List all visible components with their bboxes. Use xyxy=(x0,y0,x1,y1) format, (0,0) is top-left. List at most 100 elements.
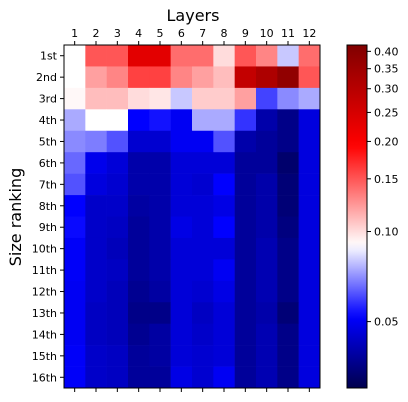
heatmap-cell xyxy=(128,259,150,282)
heatmap-frame xyxy=(63,44,321,389)
heatmap-cell xyxy=(64,237,86,260)
heatmap-cell xyxy=(85,109,107,132)
heatmap-cell xyxy=(298,109,321,132)
heatmap-cell xyxy=(298,130,321,153)
heatmap-cell xyxy=(234,87,257,110)
heatmap-cell xyxy=(256,237,278,260)
heatmap-cell xyxy=(234,45,257,67)
heatmap-cell xyxy=(277,195,299,217)
heatmap-cell xyxy=(64,152,86,174)
heatmap-cell xyxy=(234,216,257,239)
heatmap-cell xyxy=(128,66,150,89)
y-tick-label: 2nd xyxy=(36,71,57,84)
heatmap-cell xyxy=(277,216,299,239)
heatmap-cell xyxy=(128,216,150,239)
heatmap-cell xyxy=(277,87,299,110)
heatmap-cell xyxy=(298,323,321,346)
heatmap-cell xyxy=(64,323,86,346)
heatmap-cell xyxy=(170,323,193,346)
heatmap-cell xyxy=(128,280,150,303)
heatmap-cell xyxy=(149,366,171,389)
heatmap-cell xyxy=(85,66,107,89)
y-tick-label: 13th xyxy=(32,307,57,320)
y-tick-label: 6th xyxy=(39,157,57,170)
heatmap-cell xyxy=(128,109,150,132)
heatmap-cell xyxy=(85,237,107,260)
heatmap-cell xyxy=(192,237,214,260)
y-tick-label: 4th xyxy=(39,114,57,127)
y-axis-title: Size ranking xyxy=(6,168,25,266)
heatmap-cell xyxy=(213,87,235,110)
heatmap-cell xyxy=(213,345,235,367)
heatmap-cell xyxy=(85,130,107,153)
x-tick-label: 9 xyxy=(242,27,249,40)
x-axis-title: Layers xyxy=(167,6,220,25)
heatmap-cell xyxy=(277,237,299,260)
heatmap-cell xyxy=(234,366,257,389)
heatmap-cell xyxy=(256,195,278,217)
heatmap-cell xyxy=(85,173,107,196)
heatmap-cell xyxy=(192,66,214,89)
heatmap-cell xyxy=(106,66,129,89)
heatmap-cell xyxy=(192,130,214,153)
x-tick-label: 2 xyxy=(93,27,100,40)
heatmap-cell xyxy=(149,66,171,89)
heatmap-cell xyxy=(128,87,150,110)
heatmap-cell xyxy=(277,66,299,89)
y-tick-label: 10th xyxy=(32,243,57,256)
heatmap-cell xyxy=(192,323,214,346)
heatmap-cell xyxy=(170,87,193,110)
heatmap-cell xyxy=(256,66,278,89)
colorbar-tick-label: 0.20 xyxy=(374,135,399,148)
heatmap-cell xyxy=(234,109,257,132)
heatmap-cell xyxy=(106,280,129,303)
y-tick-label: 16th xyxy=(32,371,57,384)
heatmap-cell xyxy=(234,195,257,217)
colorbar: 0.05 0.10 0.15 0.20 0.25 0.30 0.35 0.40 xyxy=(346,44,399,389)
heatmap-cell xyxy=(170,237,193,260)
heatmap-cell xyxy=(234,323,257,346)
heatmap-cell xyxy=(192,259,214,282)
heatmap-cell xyxy=(170,302,193,324)
y-tick-label: 7th xyxy=(39,178,57,191)
heatmap-cell xyxy=(213,195,235,217)
heatmap-cell xyxy=(85,152,107,174)
heatmap-cell xyxy=(277,302,299,324)
heatmap-cell xyxy=(128,323,150,346)
y-tick-label: 15th xyxy=(32,350,57,363)
heatmap-cell xyxy=(298,345,321,367)
heatmap-cell xyxy=(128,195,150,217)
heatmap-cell xyxy=(106,130,129,153)
y-tick-label: 14th xyxy=(32,328,57,341)
heatmap-cell xyxy=(149,259,171,282)
heatmap-cell xyxy=(213,45,235,67)
heatmap-cell xyxy=(234,173,257,196)
heatmap-cell xyxy=(149,302,171,324)
colorbar-gradient xyxy=(346,44,368,389)
heatmap-cell xyxy=(298,366,321,389)
heatmap-cell xyxy=(64,66,86,89)
heatmap-cell xyxy=(64,366,86,389)
heatmap-cell xyxy=(213,216,235,239)
heatmap-cell xyxy=(128,173,150,196)
colorbar-tick-label: 0.15 xyxy=(374,173,399,186)
heatmap-cell xyxy=(106,323,129,346)
heatmap-cell xyxy=(298,259,321,282)
heatmap-cell xyxy=(192,216,214,239)
heatmap-cell xyxy=(298,66,321,89)
heatmap-cell xyxy=(256,280,278,303)
heatmap-cell xyxy=(192,87,214,110)
heatmap-cell xyxy=(213,302,235,324)
heatmap-cell xyxy=(277,173,299,196)
heatmap-cell xyxy=(149,173,171,196)
heatmap-cell xyxy=(149,323,171,346)
heatmap-cell xyxy=(149,216,171,239)
heatmap-cell xyxy=(192,302,214,324)
heatmap-cell xyxy=(170,130,193,153)
heatmap-cell xyxy=(64,87,86,110)
heatmap-cell xyxy=(106,195,129,217)
heatmap-cell xyxy=(256,366,278,389)
heatmap-cell xyxy=(106,152,129,174)
heatmap-cell xyxy=(298,87,321,110)
